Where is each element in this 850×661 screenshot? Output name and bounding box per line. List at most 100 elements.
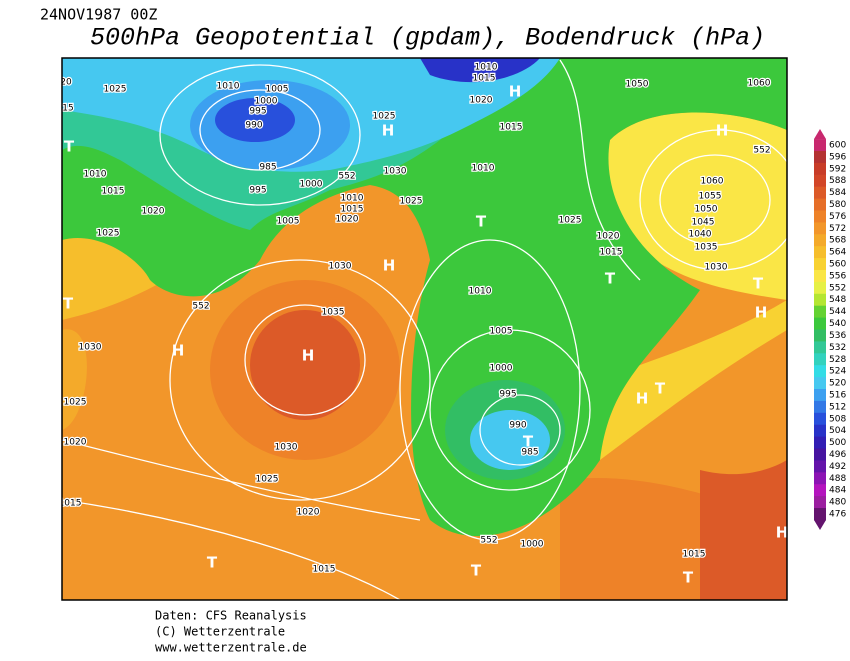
colorbar-swatch: [814, 293, 826, 307]
isobar-label: 1000: [300, 180, 323, 190]
isobar-label: 1005: [277, 217, 300, 227]
colorbar-swatch: [814, 448, 826, 461]
colorbar-swatch: [814, 210, 826, 223]
isobar-label: 990: [245, 121, 262, 131]
colorbar-label: 524: [829, 367, 846, 377]
isobar-label: 1015: [600, 248, 623, 258]
colorbar-swatch: [814, 174, 826, 188]
isobar-label: 1010: [472, 164, 495, 174]
isobar-label: 1015: [500, 123, 523, 133]
isobar-label: 15: [62, 104, 73, 114]
pressure-center: T: [655, 380, 666, 398]
colorbar-swatch: [814, 496, 826, 509]
isobar-label: 1030: [384, 167, 407, 177]
colorbar-arrow-top: [814, 129, 826, 140]
isobar-label: 990: [509, 421, 526, 431]
colorbar-swatch: [814, 150, 826, 164]
pressure-center: T: [471, 562, 482, 580]
isobar-label: 552: [192, 302, 209, 312]
colorbar-label: 488: [829, 474, 846, 484]
date: 24NOV1987 00Z: [40, 6, 157, 24]
colorbar-swatch: [814, 365, 826, 378]
colorbar-label: 580: [829, 200, 846, 210]
pressure-center: H: [172, 342, 185, 360]
map-frame: [61, 57, 788, 601]
colorbar-label: 564: [829, 248, 846, 258]
colorbar-label: 512: [829, 402, 846, 412]
colorbar-label: 556: [829, 271, 846, 281]
isobar-label: 1040: [689, 230, 712, 240]
isobar-label: 1035: [695, 243, 718, 253]
isobar-label: 1015: [341, 205, 364, 215]
isobar-label: 1015: [59, 499, 82, 509]
pressure-center: T: [476, 213, 487, 231]
colorbar-swatch: [814, 234, 826, 247]
isobar-label: 1060: [748, 79, 771, 89]
isobar-label: 1050: [695, 205, 718, 215]
colorbar-swatch: [814, 460, 826, 473]
pressure-center: T: [207, 554, 218, 572]
isobar-label: 1025: [373, 112, 396, 122]
colorbar-label: 532: [829, 343, 846, 353]
isobar-label: 1025: [104, 85, 127, 95]
footer-url: www.wetterzentrale.de: [155, 641, 307, 655]
isobar-label: 1010: [341, 194, 364, 204]
colorbar-swatch: [814, 341, 826, 354]
isobar-label: 985: [259, 163, 276, 173]
isobar-label: 1010: [217, 82, 240, 92]
colorbar-swatch: [814, 139, 826, 152]
colorbar-swatch: [814, 508, 826, 521]
colorbar-label: 496: [829, 450, 846, 460]
isobar-label: 1045: [692, 218, 715, 228]
colorbar-label: 548: [829, 295, 846, 305]
colorbar-label: 492: [829, 462, 846, 472]
isobar-label: 20: [60, 78, 72, 88]
isobar-label: 1020: [336, 215, 359, 225]
colorbar-swatch: [814, 305, 826, 319]
pressure-center: H: [636, 390, 649, 408]
colorbar-swatch: [814, 436, 826, 450]
pressure-center: H: [509, 83, 522, 101]
isobar-label: 1015: [313, 565, 336, 575]
colorbar-arrow-bottom: [814, 519, 826, 530]
colorbar-label: 560: [829, 260, 846, 270]
isobar-label: 552: [338, 172, 355, 182]
isobar-label: 1055: [699, 192, 722, 202]
colorbar-label: 508: [829, 414, 846, 424]
isobar-label: 1005: [490, 327, 513, 337]
isobar-label: 1025: [256, 475, 279, 485]
isobar-label: 1000: [255, 97, 278, 107]
colorbar-label: 504: [829, 426, 846, 436]
isobar-label: 1000: [521, 540, 544, 550]
map-field: 1025 1010 10051000995990985995100010101015…: [59, 58, 787, 600]
isobar-label: 552: [480, 536, 497, 546]
isobar-label: 1020: [142, 207, 165, 217]
isobar-label: 1030: [329, 262, 352, 272]
isobar-label: 1025: [97, 229, 120, 239]
colorbar-label: 588: [829, 176, 846, 186]
colorbar-swatch: [814, 222, 826, 235]
colorbar-label: 536: [829, 331, 846, 341]
footer-copyright: (C) Wetterzentrale: [155, 625, 285, 639]
isobar-label: 995: [249, 186, 266, 196]
colorbar-swatch: [814, 400, 826, 414]
colorbar-label: 516: [829, 390, 846, 400]
pressure-center: T: [605, 270, 616, 288]
colorbar-swatch: [814, 198, 826, 211]
isobar-label: 1020: [297, 508, 320, 518]
isobar-label: 1025: [559, 216, 582, 226]
colorbar-label: 568: [829, 236, 846, 246]
footer-source: Daten: CFS Reanalysis: [155, 609, 307, 623]
colorbar-swatch: [814, 162, 826, 176]
colorbar-swatch: [814, 329, 826, 342]
colorbar-label: 540: [829, 319, 846, 329]
colorbar-swatch: [814, 317, 826, 330]
colorbar-swatch: [814, 389, 826, 402]
colorbar-label: 500: [829, 438, 846, 448]
colorbar-label: 592: [829, 164, 846, 174]
isobar-label: 1020: [64, 438, 87, 448]
colorbar-swatch: [814, 412, 826, 426]
pressure-center: H: [302, 347, 315, 365]
isobar-label: 1015: [473, 74, 496, 84]
